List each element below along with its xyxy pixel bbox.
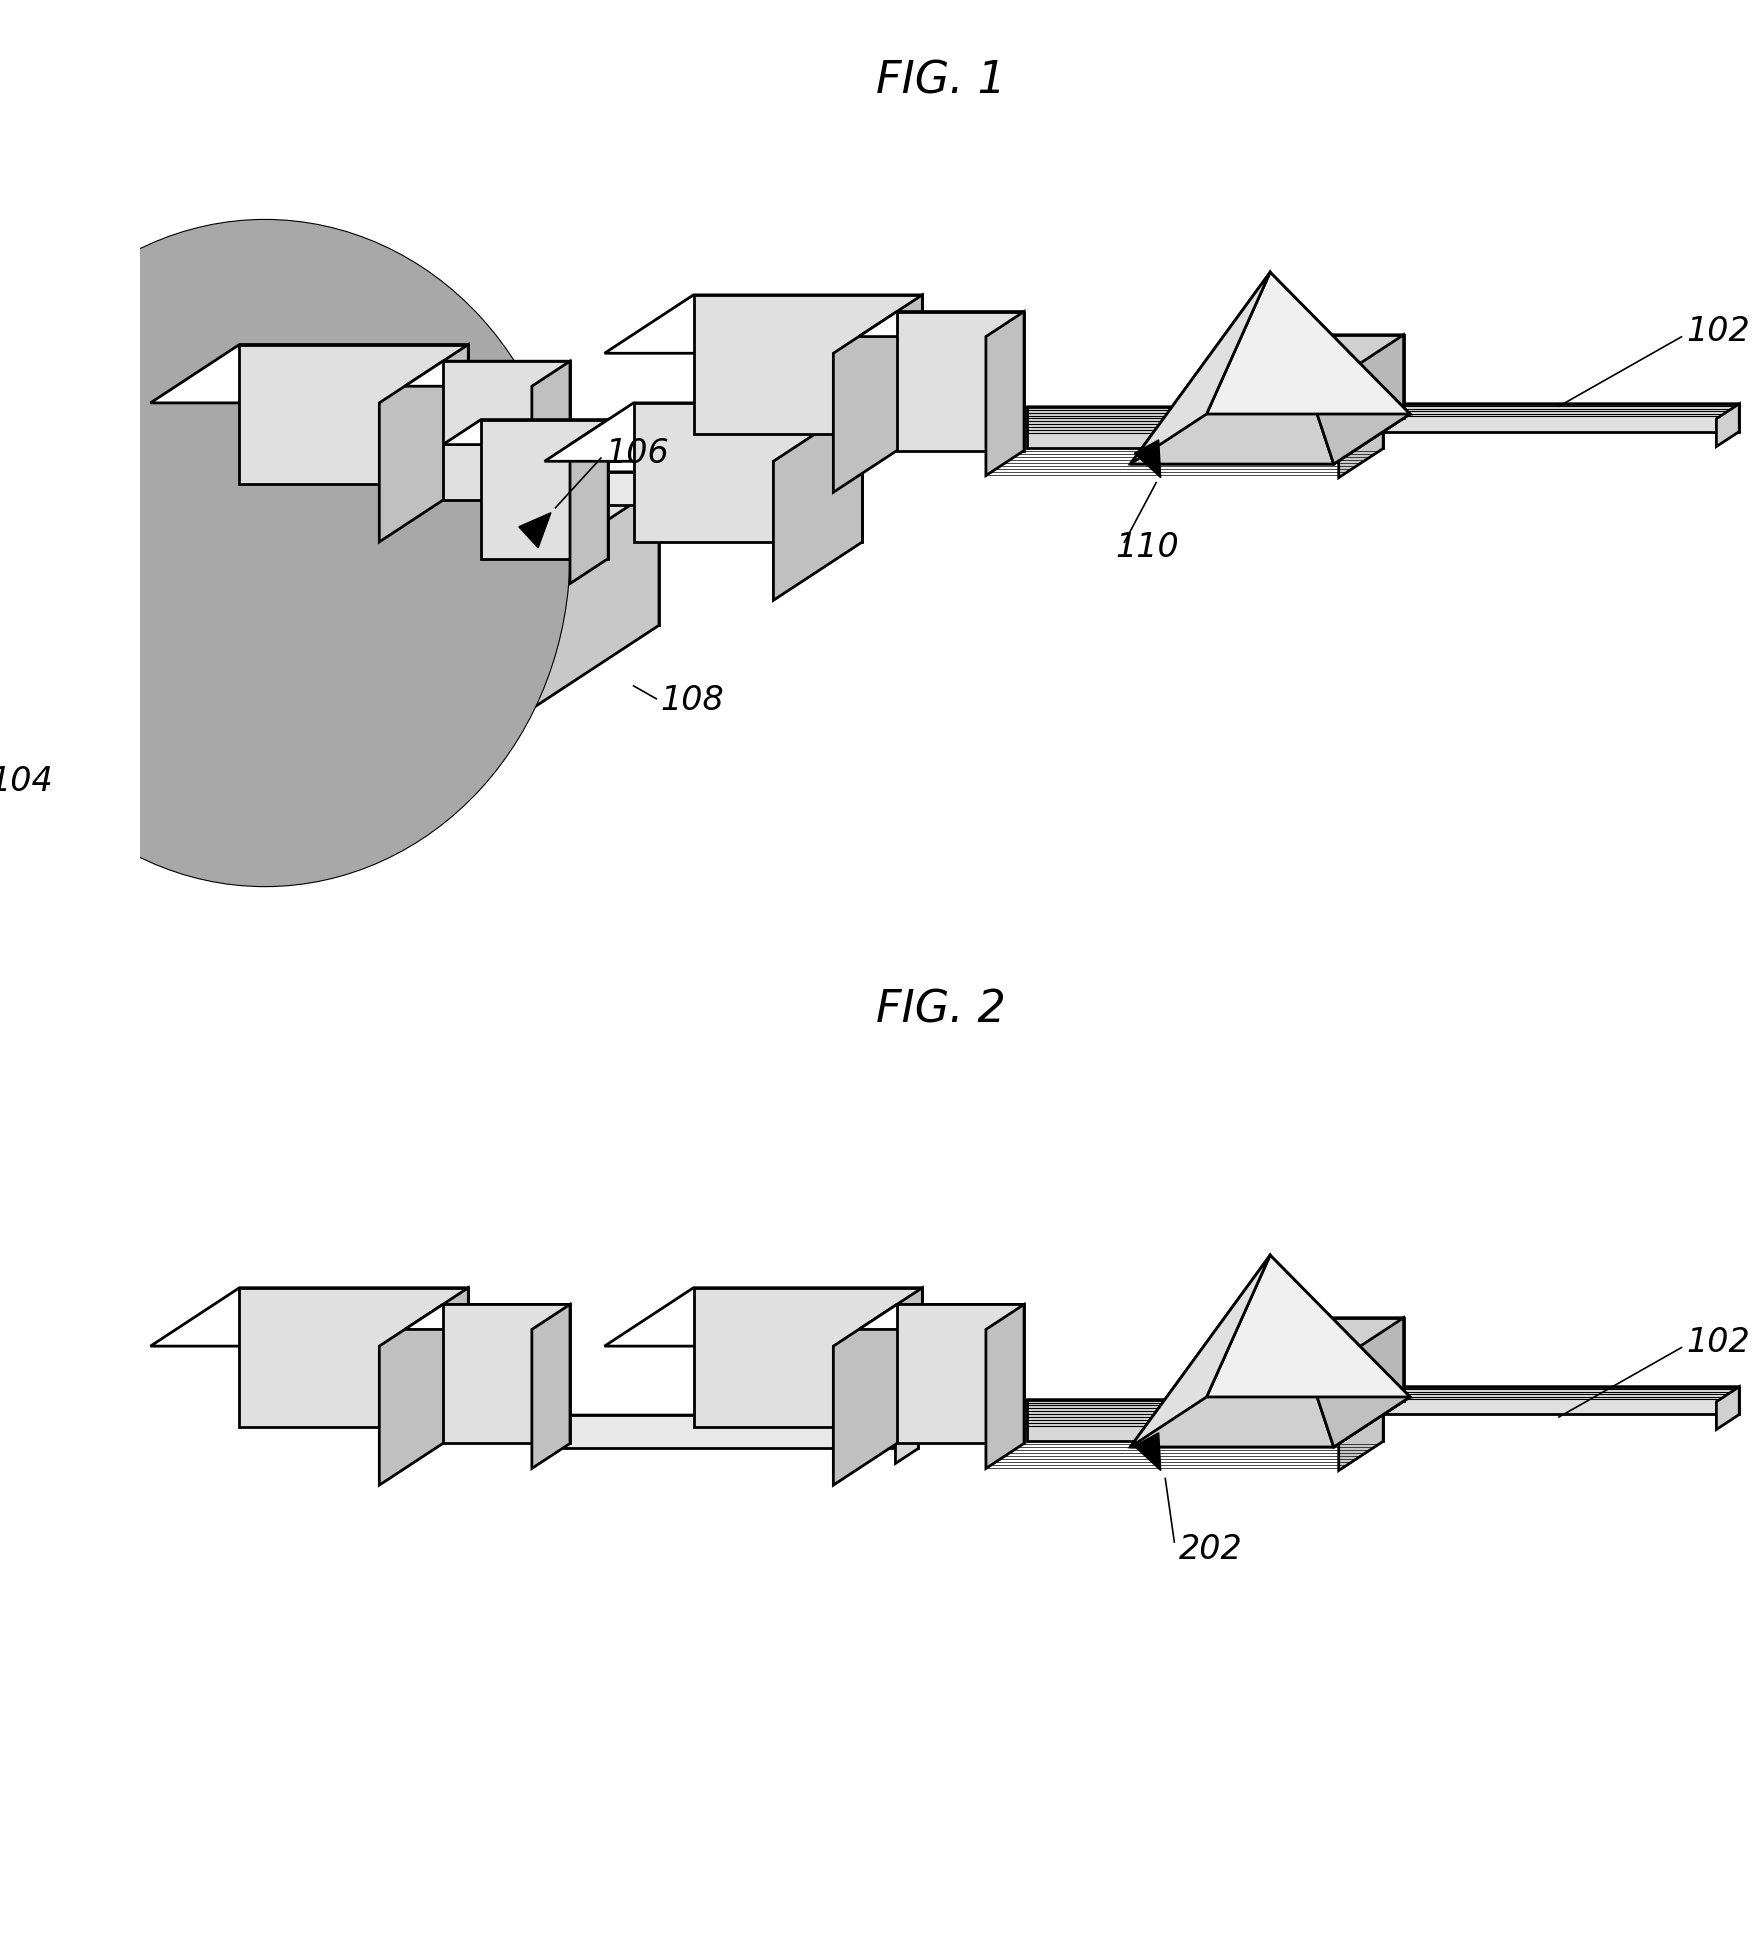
Text: FIG. 2: FIG. 2 <box>875 989 1005 1032</box>
Polygon shape <box>540 1415 917 1431</box>
Polygon shape <box>240 345 467 483</box>
Polygon shape <box>633 403 863 541</box>
Polygon shape <box>404 362 570 386</box>
Polygon shape <box>1302 335 1402 419</box>
Polygon shape <box>1129 273 1334 463</box>
Polygon shape <box>519 512 550 547</box>
Polygon shape <box>1270 1256 1409 1447</box>
Polygon shape <box>1715 403 1738 446</box>
Polygon shape <box>1339 1318 1402 1443</box>
Polygon shape <box>1238 1318 1402 1359</box>
Polygon shape <box>896 312 1023 450</box>
Polygon shape <box>540 471 690 487</box>
Polygon shape <box>1207 273 1409 415</box>
Polygon shape <box>1129 415 1409 463</box>
Polygon shape <box>1337 1400 1383 1470</box>
Text: 108: 108 <box>660 683 725 716</box>
Polygon shape <box>1360 1386 1738 1402</box>
Polygon shape <box>563 1415 917 1449</box>
Polygon shape <box>605 294 923 352</box>
Polygon shape <box>570 421 609 584</box>
Polygon shape <box>563 471 690 504</box>
Polygon shape <box>1337 407 1383 477</box>
Text: FIG. 1: FIG. 1 <box>875 60 1005 103</box>
Polygon shape <box>983 1400 1383 1429</box>
Polygon shape <box>1302 1318 1402 1402</box>
Polygon shape <box>1383 1386 1738 1414</box>
Polygon shape <box>531 1304 570 1468</box>
Polygon shape <box>605 1287 923 1345</box>
Polygon shape <box>833 1287 923 1486</box>
Circle shape <box>0 220 570 886</box>
Polygon shape <box>1339 335 1402 459</box>
Polygon shape <box>150 1287 467 1345</box>
Polygon shape <box>185 520 464 578</box>
Text: 106: 106 <box>605 436 669 469</box>
Polygon shape <box>240 1287 467 1427</box>
Polygon shape <box>379 1287 467 1486</box>
Polygon shape <box>443 421 609 444</box>
Polygon shape <box>859 312 1023 337</box>
Polygon shape <box>443 1304 570 1443</box>
Polygon shape <box>1383 403 1738 432</box>
Polygon shape <box>986 1304 1023 1468</box>
Polygon shape <box>983 407 1383 436</box>
Polygon shape <box>693 1287 923 1427</box>
Polygon shape <box>443 362 570 500</box>
Polygon shape <box>1715 1386 1738 1429</box>
Polygon shape <box>1129 273 1270 463</box>
Polygon shape <box>894 1415 917 1464</box>
Polygon shape <box>1129 1256 1334 1447</box>
Polygon shape <box>1129 1256 1270 1447</box>
Polygon shape <box>896 1304 1023 1443</box>
Polygon shape <box>773 403 863 600</box>
Polygon shape <box>226 487 658 625</box>
Text: 110: 110 <box>1115 532 1178 565</box>
Polygon shape <box>379 345 467 541</box>
Polygon shape <box>404 1304 570 1330</box>
Polygon shape <box>833 294 923 493</box>
Polygon shape <box>1207 1256 1409 1396</box>
Polygon shape <box>859 1304 1023 1330</box>
Polygon shape <box>49 487 658 604</box>
Polygon shape <box>1360 403 1738 419</box>
Polygon shape <box>1027 407 1383 448</box>
Polygon shape <box>545 403 863 461</box>
Text: 202: 202 <box>1178 1534 1242 1567</box>
Polygon shape <box>482 487 658 742</box>
Polygon shape <box>667 471 690 520</box>
Polygon shape <box>1134 1433 1161 1470</box>
Text: 102: 102 <box>1685 315 1748 349</box>
Text: 104: 104 <box>0 765 53 798</box>
Polygon shape <box>1027 1400 1383 1441</box>
Polygon shape <box>482 421 609 559</box>
Polygon shape <box>150 345 467 403</box>
Polygon shape <box>1134 440 1161 477</box>
Text: 102: 102 <box>1685 1326 1748 1359</box>
Polygon shape <box>693 294 923 434</box>
Polygon shape <box>1270 273 1409 463</box>
Polygon shape <box>1238 335 1402 376</box>
Polygon shape <box>986 312 1023 475</box>
Polygon shape <box>1129 1396 1409 1447</box>
Polygon shape <box>531 362 570 526</box>
